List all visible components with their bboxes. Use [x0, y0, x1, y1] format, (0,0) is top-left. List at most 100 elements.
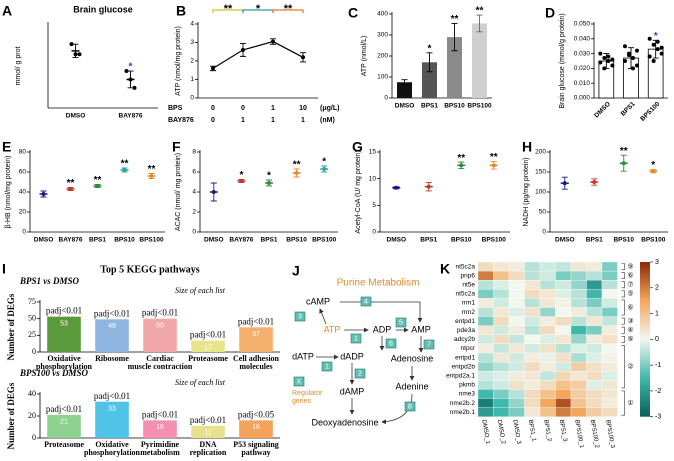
annotation: ** [620, 146, 628, 157]
heat-cell [477, 389, 494, 399]
x-tick-label: metabolism [140, 448, 180, 457]
heat-cell [586, 316, 603, 326]
group-label: ② [627, 362, 633, 370]
x-tick-label: 1 [271, 117, 275, 124]
group-label: ⑥ [627, 303, 633, 311]
heat-cell [508, 270, 525, 281]
x-tick-label: molecules [239, 362, 272, 371]
y-axis-label: mmol/ g prot [15, 46, 22, 85]
y-tick-label: 60 [19, 169, 27, 176]
heat-cell [508, 289, 525, 299]
row-label: pkmb [459, 382, 475, 389]
y-tick-label: 50 [539, 209, 547, 216]
heat-cell [477, 361, 494, 372]
row-label: adcy2b [454, 336, 475, 343]
group-bracket [621, 326, 625, 334]
annotation: padj<0.05 [238, 409, 275, 419]
y-tick-label: 0.000 [574, 95, 591, 102]
error-bar [300, 52, 306, 63]
chart-title: Brain glucose [73, 4, 133, 14]
bar [397, 82, 412, 98]
point [77, 52, 82, 57]
heat-cell [555, 371, 572, 381]
y-axis-label: Number of DEGs [6, 293, 16, 360]
group-label: ⑦ [627, 281, 633, 289]
row-label: rrm2 [462, 309, 476, 316]
heat-cell [586, 407, 603, 417]
point [132, 85, 137, 90]
x-tick-label: BPS100 [139, 237, 164, 244]
bar [239, 420, 273, 438]
group-label: ⑤ [627, 290, 633, 298]
x-tick-label: BPS100 [467, 103, 492, 110]
enzyme-label: 4 [364, 298, 368, 305]
error-bar [458, 161, 465, 169]
heat-cell [539, 270, 556, 281]
x-tick-label: BPS1 [620, 100, 637, 117]
group-bracket [621, 290, 625, 298]
y-axis-label: ACAC (nmol/ mg protein) [175, 153, 182, 231]
y-tick-label: 200 [377, 53, 388, 60]
heat-cell [586, 307, 603, 317]
heat-cell [493, 352, 510, 363]
error-bar [393, 186, 400, 190]
heat-cell [508, 352, 525, 363]
heat-cell [493, 325, 510, 335]
y-tick-label: 40 [28, 389, 36, 398]
heat-cell [570, 361, 587, 372]
x-tick-label: muscle contraction [128, 362, 193, 371]
y-tick-label: 0 [192, 229, 196, 236]
annotation: padj<0.01 [142, 308, 178, 318]
heat-cell [493, 316, 510, 326]
heat-cell [493, 389, 510, 399]
heat-cell [524, 316, 541, 326]
x-tick-label: Proteasome [188, 354, 228, 363]
arrow [319, 308, 327, 325]
heat-cell [477, 352, 494, 363]
error-bar [270, 38, 276, 45]
annotation: ** [457, 153, 465, 164]
heat-cell [601, 334, 618, 345]
heat-cell [555, 289, 572, 299]
heat-cell [508, 280, 525, 290]
row-label: pnp6 [461, 272, 476, 279]
row-label: entpd1 [455, 354, 475, 361]
diagram-title: Purine Metabolism [337, 278, 420, 289]
heat-cell [539, 298, 556, 308]
annotation: * [428, 43, 432, 54]
heat-cell [539, 307, 556, 317]
enzyme-label: 5 [399, 319, 403, 326]
x-row-unit: (nM) [320, 117, 335, 124]
row-label: nt5c2a [455, 263, 475, 270]
value-label: 33 [108, 406, 116, 413]
heat-cell [508, 361, 525, 372]
column-label: DMSO_3 [511, 419, 521, 445]
heat-cell [555, 380, 572, 390]
annotation: ** [121, 159, 129, 170]
annotation: padj<0.01 [238, 316, 274, 326]
value-label: 53 [60, 321, 68, 328]
row-label: nme3 [459, 391, 476, 398]
heat-cell [555, 361, 572, 372]
heat-cell [570, 343, 587, 354]
point [659, 45, 664, 50]
colorbar-tick-label: 1 [655, 310, 659, 317]
x-tick-label: DMSO [395, 103, 415, 110]
row-label: ntpcr [461, 345, 476, 352]
heat-cell [570, 407, 587, 417]
x-tick-label: BPS10 [613, 237, 634, 244]
error-bar [451, 23, 458, 52]
group-label: ⑤ [627, 335, 633, 343]
point [647, 54, 652, 59]
error-bar [293, 168, 300, 178]
x-tick-label: DMSO [204, 237, 224, 244]
legend-box-label: X [297, 378, 302, 385]
colorbar-tick-label: -1 [655, 362, 661, 369]
heat-cell [539, 334, 556, 345]
enzyme: 6 [385, 338, 397, 349]
panel-letter: A [2, 3, 12, 19]
point [631, 56, 635, 61]
y-tick-label: 0.030 [574, 50, 591, 57]
heat-cell [493, 270, 510, 281]
heat-cell [555, 316, 572, 326]
